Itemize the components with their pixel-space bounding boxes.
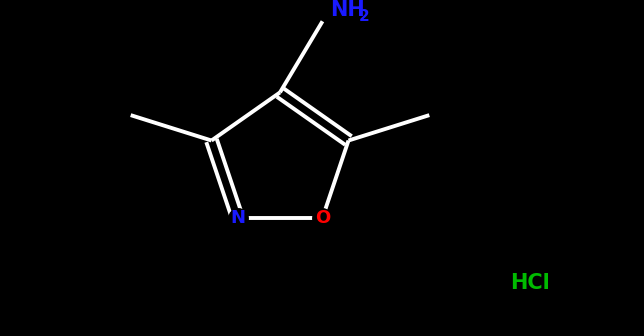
Text: NH: NH: [330, 0, 365, 20]
Text: N: N: [230, 209, 245, 227]
Text: 2: 2: [359, 9, 369, 24]
Text: O: O: [315, 209, 330, 227]
Text: HCl: HCl: [510, 273, 550, 293]
